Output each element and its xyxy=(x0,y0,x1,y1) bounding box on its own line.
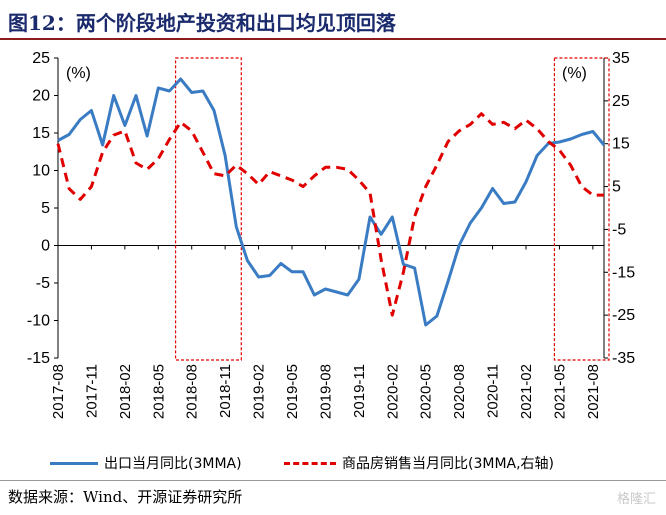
series-line-housing xyxy=(56,112,604,317)
left-tick-label: 10 xyxy=(32,163,50,180)
x-tick-label: 2020-11 xyxy=(485,364,502,418)
x-tick-label: 2021-02 xyxy=(518,364,535,419)
right-tick-label: -25 xyxy=(612,307,635,324)
legend-item-export: 出口当月同比(3MMA) xyxy=(50,452,242,474)
x-tick-label: 2019-02 xyxy=(251,364,268,419)
right-tick-label: -15 xyxy=(612,264,635,281)
x-tick-label: 2019-05 xyxy=(284,364,301,419)
left-tick-label: 15 xyxy=(32,125,50,142)
highlight-box-1 xyxy=(174,57,242,361)
x-tick-label: 2017-11 xyxy=(83,364,100,418)
right-axis-unit: (%) xyxy=(562,65,587,82)
left-axis-unit: (%) xyxy=(66,65,91,82)
right-tick-label: 15 xyxy=(612,136,630,153)
x-tick-label: 2021-05 xyxy=(551,364,568,419)
legend-label-export: 出口当月同比(3MMA) xyxy=(104,456,242,472)
right-tick-label: -5 xyxy=(612,221,626,238)
highlight-box-2 xyxy=(553,57,610,361)
left-tick-label: 0 xyxy=(41,238,50,255)
legend-swatch-export xyxy=(50,461,98,465)
right-tick-label: 35 xyxy=(612,50,630,67)
x-tick-label: 2018-08 xyxy=(184,364,201,419)
x-tick-label: 2019-11 xyxy=(351,364,368,418)
left-tick-label: 25 xyxy=(32,50,50,67)
chart-series xyxy=(56,77,606,327)
right-tick-label: -35 xyxy=(612,350,635,367)
x-tick-label: 2021-08 xyxy=(585,364,602,419)
left-tick-label: -10 xyxy=(27,313,50,330)
left-tick-label: -15 xyxy=(27,350,50,367)
series-line-export xyxy=(57,77,606,327)
title-divider xyxy=(0,38,666,40)
title-bar: 图12：两个阶段地产投资和出口均见顶回落 xyxy=(0,0,666,38)
right-tick-label: 5 xyxy=(612,179,621,196)
x-tick-label: 2020-08 xyxy=(451,364,468,419)
source-divider xyxy=(0,480,666,481)
left-tick-label: 20 xyxy=(32,88,50,105)
right-tick-label: 25 xyxy=(612,93,630,110)
x-tick-label: 2018-11 xyxy=(217,364,234,418)
legend-swatch-housing xyxy=(284,461,336,465)
x-tick-label: 2018-05 xyxy=(150,364,167,419)
x-tick-label: 2018-02 xyxy=(117,364,134,419)
legend-label-housing: 商品房销售当月同比(3MMA,右轴) xyxy=(342,456,555,472)
chart-labels: 25 20 15 10 5 0 -5 -10 -15 35 25 15 5 -5 -15 -25 -35 (%) (… xyxy=(27,50,635,419)
left-tick-label: 5 xyxy=(41,200,50,217)
legend-item-housing: 商品房销售当月同比(3MMA,右轴) xyxy=(284,452,554,474)
source-note: 数据来源：Wind、开源证券研究所 xyxy=(8,488,243,506)
line-chart: 25 20 15 10 5 0 -5 -10 -15 35 25 15 5 -5 -15 -25 -35 (%) (… xyxy=(27,50,635,419)
legend: 出口当月同比(3MMA) 商品房销售当月同比(3MMA,右轴) xyxy=(40,452,660,474)
left-tick-label: -5 xyxy=(36,275,50,292)
chart-title: 图12：两个阶段地产投资和出口均见顶回落 xyxy=(8,11,396,35)
x-tick-label: 2020-05 xyxy=(418,364,435,419)
watermark: 格隆汇 xyxy=(616,492,656,507)
x-tick-label: 2017-08 xyxy=(50,364,67,419)
x-tick-label: 2020-02 xyxy=(384,364,401,419)
highlight-boxes xyxy=(174,57,610,361)
x-tick-label: 2019-08 xyxy=(317,364,334,419)
